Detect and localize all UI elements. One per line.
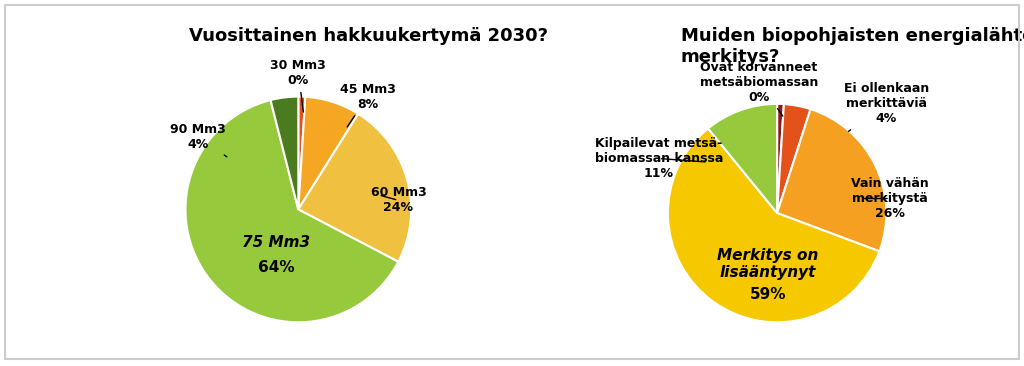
Text: 90 Mm3
4%: 90 Mm3 4% [170, 123, 227, 157]
Wedge shape [708, 104, 777, 213]
Text: 59%: 59% [750, 287, 786, 302]
Wedge shape [668, 128, 880, 322]
Text: Ei ollenkaan
merkittäviä
4%: Ei ollenkaan merkittäviä 4% [844, 82, 929, 131]
Text: Vuosittainen hakkuukertymä 2030?: Vuosittainen hakkuukertymä 2030? [189, 27, 548, 45]
Wedge shape [777, 109, 887, 251]
Wedge shape [298, 97, 358, 209]
Text: Vain vähän
merkitystä
26%: Vain vähän merkitystä 26% [851, 177, 929, 220]
Text: 30 Mm3
0%: 30 Mm3 0% [270, 59, 327, 112]
Text: 45 Mm3
8%: 45 Mm3 8% [340, 83, 395, 127]
Wedge shape [270, 97, 298, 209]
Text: 75 Mm3: 75 Mm3 [243, 235, 310, 250]
Text: Merkitys on
lisääntynyt: Merkitys on lisääntynyt [718, 248, 818, 280]
Wedge shape [777, 104, 811, 213]
Text: Muiden biopohjaisten energialähteiden
merkitys?: Muiden biopohjaisten energialähteiden me… [681, 27, 1024, 66]
Wedge shape [777, 104, 784, 213]
Text: Ovat korvanneet
metsäbiomassan
0%: Ovat korvanneet metsäbiomassan 0% [699, 60, 818, 116]
Wedge shape [298, 114, 412, 262]
Text: 64%: 64% [258, 260, 295, 275]
Wedge shape [298, 97, 305, 209]
Wedge shape [185, 100, 398, 322]
Text: 60 Mm3
24%: 60 Mm3 24% [371, 186, 426, 214]
Text: Kilpailevat metsä-
biomassan kanssa
11%: Kilpailevat metsä- biomassan kanssa 11% [595, 137, 723, 180]
